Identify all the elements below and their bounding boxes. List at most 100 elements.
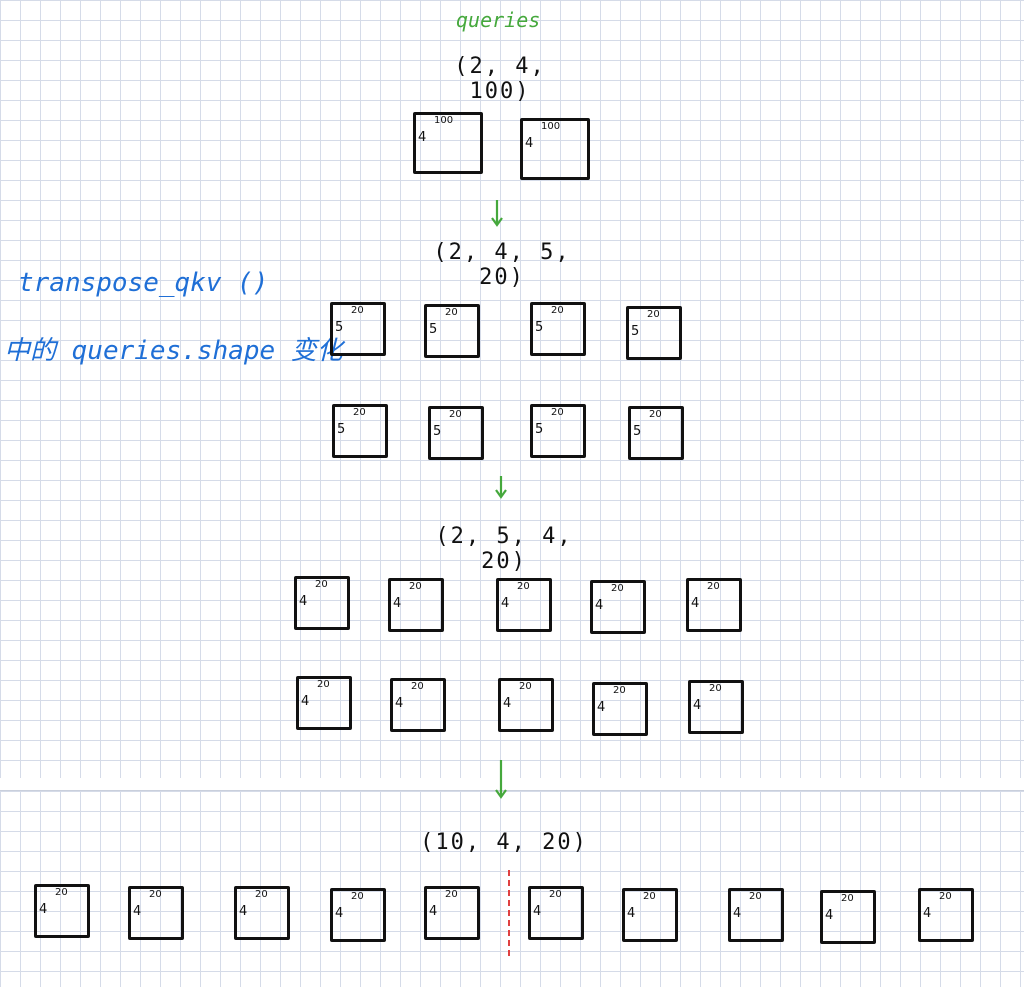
tensor-block: 20 4 [34, 884, 90, 938]
dim-top-label: 20 [613, 685, 626, 696]
batch-split-line [508, 870, 510, 956]
dim-left-label: 5 [433, 424, 442, 439]
dim-top-label: 20 [643, 891, 656, 902]
dim-top-label: 20 [841, 893, 854, 904]
dim-top-label: 100 [434, 115, 454, 126]
arrow-down-icon [494, 474, 508, 500]
tensor-block: 20 4 [390, 678, 446, 732]
dim-top-label: 20 [255, 889, 268, 900]
shape-label-1: (2, 4, 100) [454, 54, 546, 104]
note-line-2: 中的 queries.shape 变化 [4, 336, 343, 366]
dim-top-label: 20 [649, 409, 662, 420]
tensor-block: 20 4 [820, 890, 876, 944]
tensor-block: 20 5 [530, 404, 586, 458]
dim-left-label: 4 [299, 594, 308, 609]
dim-top-label: 20 [749, 891, 762, 902]
tensor-block: 20 4 [424, 886, 480, 940]
tensor-block: 100 4 [520, 118, 590, 180]
dim-top-label: 20 [449, 409, 462, 420]
dim-top-label: 20 [551, 305, 564, 316]
dim-left-label: 4 [525, 136, 534, 151]
tensor-block: 20 4 [330, 888, 386, 942]
tensor-block: 20 4 [592, 682, 648, 736]
dim-left-label: 4 [825, 908, 834, 923]
note-line-1: transpose_qkv () [18, 268, 269, 298]
dim-top-label: 20 [709, 683, 722, 694]
dim-top-label: 20 [647, 309, 660, 320]
dim-left-label: 4 [429, 904, 438, 919]
dim-left-label: 4 [733, 906, 742, 921]
dim-top-label: 20 [611, 583, 624, 594]
dim-left-label: 4 [627, 906, 636, 921]
dim-left-label: 4 [239, 904, 248, 919]
tensor-block: 20 5 [330, 302, 386, 356]
dim-left-label: 4 [693, 698, 702, 713]
dim-top-label: 20 [445, 889, 458, 900]
dim-left-label: 4 [923, 906, 932, 921]
dim-left-label: 5 [337, 422, 346, 437]
dim-left-label: 4 [501, 596, 510, 611]
tensor-block: 20 4 [686, 578, 742, 632]
dim-top-label: 20 [519, 681, 532, 692]
dim-left-label: 4 [597, 700, 606, 715]
tensor-block: 20 5 [424, 304, 480, 358]
grid-background-bottom [0, 790, 1024, 987]
tensor-block: 20 5 [530, 302, 586, 356]
dim-top-label: 20 [707, 581, 720, 592]
tensor-block: 20 4 [498, 678, 554, 732]
tensor-block: 20 5 [628, 406, 684, 460]
dim-top-label: 20 [411, 681, 424, 692]
dim-top-label: 100 [541, 121, 561, 132]
dim-left-label: 4 [503, 696, 512, 711]
tensor-block: 20 5 [428, 406, 484, 460]
tensor-block: 20 4 [294, 576, 350, 630]
dim-left-label: 5 [429, 322, 438, 337]
dim-left-label: 4 [395, 696, 404, 711]
tensor-block: 20 5 [626, 306, 682, 360]
dim-top-label: 20 [317, 679, 330, 690]
queries-label: queries [456, 8, 541, 32]
tensor-block: 20 4 [622, 888, 678, 942]
dim-top-label: 20 [315, 579, 328, 590]
tensor-block: 100 4 [413, 112, 483, 174]
dim-left-label: 4 [39, 902, 48, 917]
dim-top-label: 20 [551, 407, 564, 418]
arrow-down-icon [490, 198, 504, 228]
arrow-down-icon [494, 758, 508, 800]
tensor-block: 20 4 [128, 886, 184, 940]
shape-label-3: (2, 5, 4, 20) [435, 524, 573, 574]
tensor-block: 20 4 [918, 888, 974, 942]
tensor-block: 20 4 [728, 888, 784, 942]
dim-top-label: 20 [445, 307, 458, 318]
dim-top-label: 20 [353, 407, 366, 418]
dim-left-label: 4 [335, 906, 344, 921]
dim-left-label: 5 [535, 422, 544, 437]
dim-left-label: 5 [633, 424, 642, 439]
dim-top-label: 20 [549, 889, 562, 900]
dim-top-label: 20 [351, 891, 364, 902]
dim-left-label: 4 [595, 598, 604, 613]
tensor-block: 20 4 [296, 676, 352, 730]
dim-left-label: 4 [301, 694, 310, 709]
tensor-block: 20 4 [388, 578, 444, 632]
grid-background-top [0, 0, 1024, 778]
tensor-block: 20 4 [688, 680, 744, 734]
dim-top-label: 20 [351, 305, 364, 316]
dim-top-label: 20 [55, 887, 68, 898]
dim-left-label: 4 [133, 904, 142, 919]
dim-top-label: 20 [939, 891, 952, 902]
shape-label-4: (10, 4, 20) [420, 830, 588, 855]
dim-left-label: 5 [335, 320, 344, 335]
panel-divider [0, 778, 1024, 790]
tensor-block: 20 4 [234, 886, 290, 940]
dim-left-label: 5 [631, 324, 640, 339]
dim-left-label: 4 [418, 130, 427, 145]
dim-left-label: 5 [535, 320, 544, 335]
tensor-block: 20 5 [332, 404, 388, 458]
dim-left-label: 4 [533, 904, 542, 919]
dim-left-label: 4 [393, 596, 402, 611]
dim-left-label: 4 [691, 596, 700, 611]
shape-label-2: (2, 4, 5, 20) [433, 240, 571, 290]
tensor-block: 20 4 [528, 886, 584, 940]
tensor-block: 20 4 [496, 578, 552, 632]
